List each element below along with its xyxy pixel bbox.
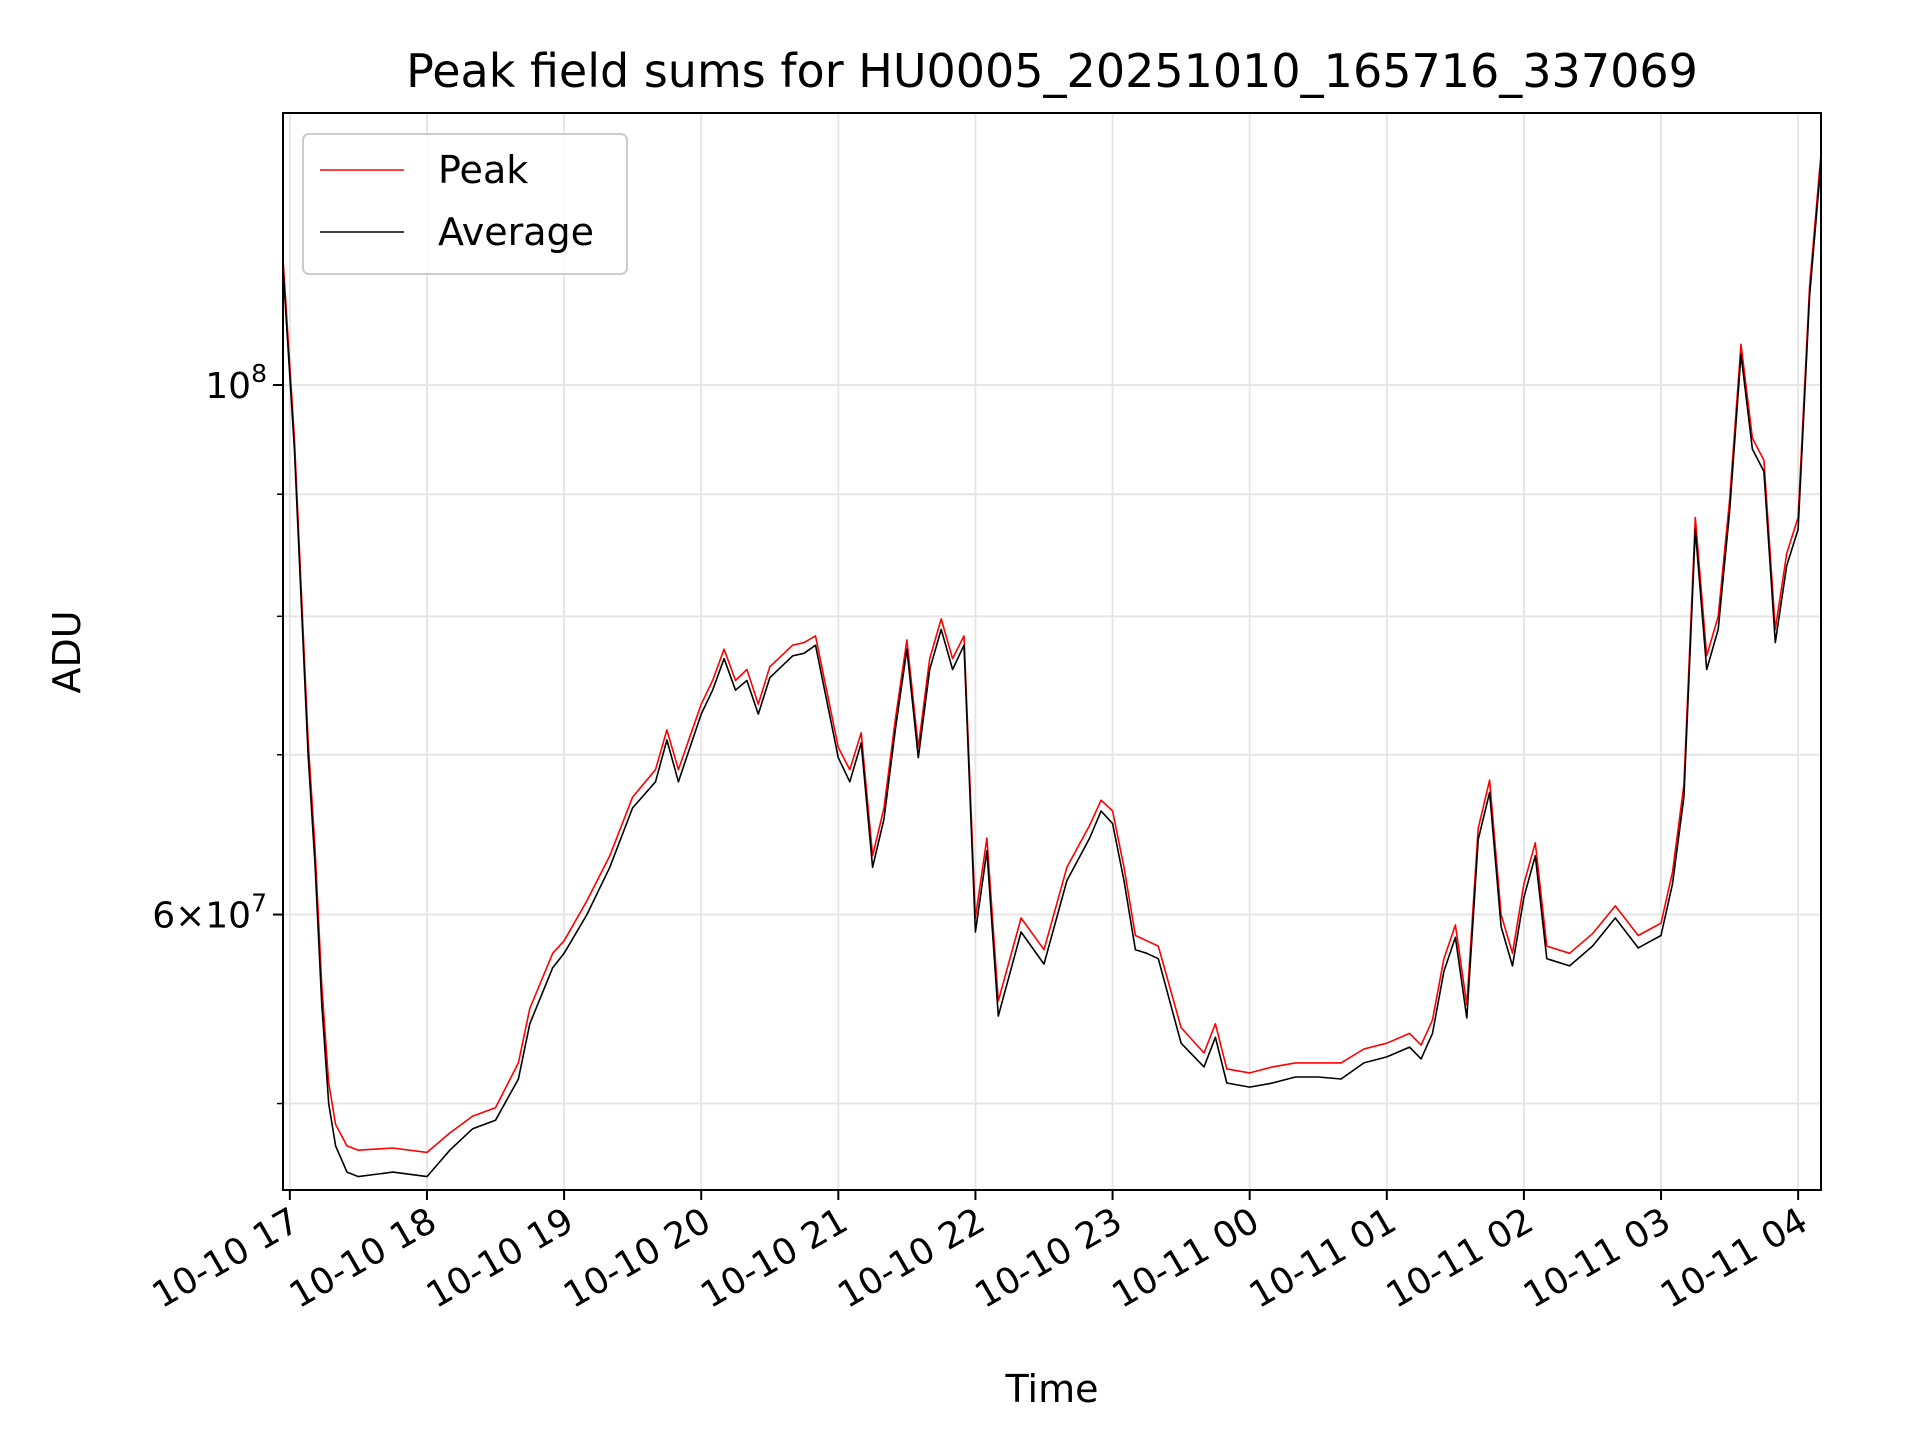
x-tick-label: 10-11 00 (1106, 1200, 1267, 1316)
legend-box (302, 133, 628, 275)
x-tick-label: 10-10 18 (283, 1200, 444, 1316)
x-tick-label: 10-10 20 (557, 1200, 718, 1316)
chart-title: Peak field sums for HU0005_20251010_1657… (406, 44, 1698, 98)
y-axis: 6×107 108 (152, 359, 283, 1105)
x-axis-label: Time (1005, 1367, 1099, 1411)
x-tick-label: 10-11 04 (1654, 1200, 1815, 1316)
y-tick-exponent: 7 (251, 889, 267, 918)
x-tick-label: 10-10 17 (146, 1200, 307, 1316)
y-tick-label: 108 (205, 359, 267, 407)
y-tick-base: 10 (205, 366, 251, 407)
x-tick-label: 10-10 19 (420, 1200, 581, 1316)
series-line-average (282, 161, 1822, 1178)
legend: Peak Average (302, 133, 628, 275)
y-tick-label: 6×107 (152, 889, 267, 937)
x-tick-label: 10-10 21 (694, 1200, 855, 1316)
series-layer (282, 153, 1822, 1178)
series-line-peak (282, 153, 1822, 1154)
x-tick-label: 10-11 03 (1517, 1200, 1678, 1316)
y-tick-exponent: 8 (251, 359, 267, 388)
y-axis-label: ADU (45, 610, 89, 693)
plot-frame (282, 112, 1822, 1191)
x-tick-label: 10-10 23 (968, 1200, 1129, 1316)
legend-label-average: Average (438, 210, 594, 254)
grid (283, 113, 1821, 1190)
y-tick-base: 6×10 (152, 896, 251, 937)
legend-label-peak: Peak (438, 148, 528, 192)
x-tick-label: 10-10 22 (831, 1200, 992, 1316)
x-tick-label: 10-11 02 (1380, 1200, 1541, 1316)
x-tick-label: 10-11 01 (1243, 1200, 1404, 1316)
